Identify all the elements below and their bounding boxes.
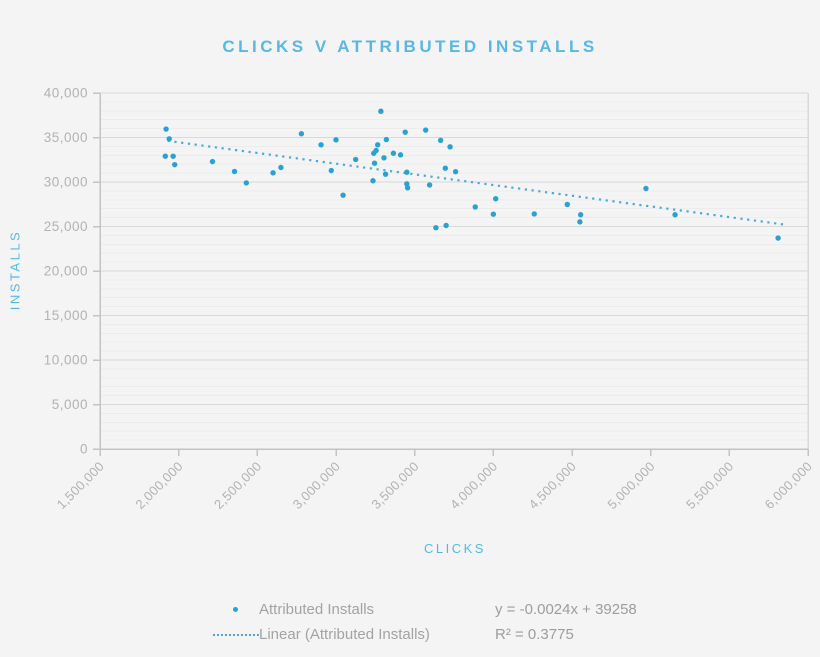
data-point (492, 196, 499, 202)
x-tick-label: 2,500,000 (211, 459, 264, 512)
x-tick-label: 1,500,000 (54, 459, 107, 512)
data-point (383, 136, 390, 143)
y-tick-label: 20,000 (44, 264, 88, 279)
legend-marker-cell (213, 633, 259, 636)
data-point (166, 136, 172, 142)
data-point (370, 178, 376, 184)
x-tick-label: 2,000,000 (132, 459, 185, 512)
x-tick-label: 4,500,000 (526, 459, 579, 512)
data-point (775, 235, 781, 241)
data-point (278, 164, 284, 171)
data-point (172, 161, 178, 168)
legend: Attributed Installs y = -0.0024x + 39258… (213, 597, 637, 647)
data-point (163, 126, 169, 132)
data-point (231, 168, 238, 175)
data-point (270, 170, 276, 176)
data-point (170, 153, 176, 159)
data-point (378, 108, 384, 114)
data-point (371, 160, 378, 166)
data-point (340, 192, 346, 198)
data-point (472, 204, 478, 210)
data-point (209, 158, 216, 165)
data-point (374, 142, 381, 148)
chart-title: CLICKS V ATTRIBUTED INSTALLS (222, 37, 598, 56)
data-point (404, 169, 410, 175)
y-tick-label: 30,000 (44, 175, 88, 190)
y-tick-label: 35,000 (44, 130, 88, 145)
x-tick-label: 3,000,000 (290, 459, 343, 512)
trend-equation: y = -0.0024x + 39258 (495, 601, 637, 618)
y-tick-label: 5,000 (52, 397, 88, 412)
data-point (490, 211, 497, 217)
data-point (333, 137, 339, 143)
trend-line (167, 139, 784, 226)
data-point (443, 222, 449, 229)
data-point (318, 142, 324, 148)
x-tick-label: 6,000,000 (762, 459, 815, 512)
data-point (672, 212, 678, 218)
data-point (643, 185, 649, 192)
data-point (243, 180, 250, 186)
data-point (298, 131, 305, 137)
data-point (531, 211, 537, 217)
x-axis-title: CLICKS (424, 541, 486, 556)
y-tick-label: 10,000 (44, 353, 88, 368)
legend-label-series: Attributed Installs (259, 601, 375, 618)
data-point (402, 129, 408, 135)
data-point (404, 185, 411, 191)
y-tick-label: 40,000 (44, 86, 88, 101)
data-point (433, 224, 439, 231)
data-point (373, 147, 379, 154)
data-point (381, 155, 387, 161)
data-point (452, 168, 459, 175)
data-point (397, 152, 404, 158)
x-tick-label: 4,000,000 (447, 459, 500, 512)
data-point (390, 150, 397, 156)
data-point (328, 167, 334, 174)
data-point (442, 165, 449, 171)
data-point (352, 156, 359, 163)
data-point (382, 171, 389, 177)
y-tick-label: 15,000 (44, 308, 88, 323)
scatter-series-marker-icon (233, 607, 238, 612)
data-point (564, 201, 570, 208)
trend-r-squared: R² = 0.3775 (495, 626, 574, 643)
data-point (437, 137, 444, 144)
data-point (426, 182, 433, 188)
x-tick-label: 5,500,000 (683, 459, 736, 512)
data-point (577, 212, 584, 218)
y-tick-label: 25,000 (44, 219, 88, 234)
data-point (422, 127, 429, 133)
x-tick-label: 5,000,000 (604, 459, 657, 512)
y-tick-label: 0 (80, 442, 88, 457)
data-point (162, 153, 168, 159)
legend-marker-cell (213, 607, 259, 612)
x-tick-label: 3,500,000 (368, 459, 421, 512)
trend-line-marker-icon (213, 633, 259, 636)
data-point (577, 219, 583, 225)
scatter-chart: 0 5,000 10,000 15,000 20,000 25,000 30,000 35,0… (44, 86, 815, 512)
data-point (404, 181, 410, 187)
data-point (447, 144, 453, 150)
legend-label-trend: Linear (Attributed Installs) (259, 626, 430, 643)
